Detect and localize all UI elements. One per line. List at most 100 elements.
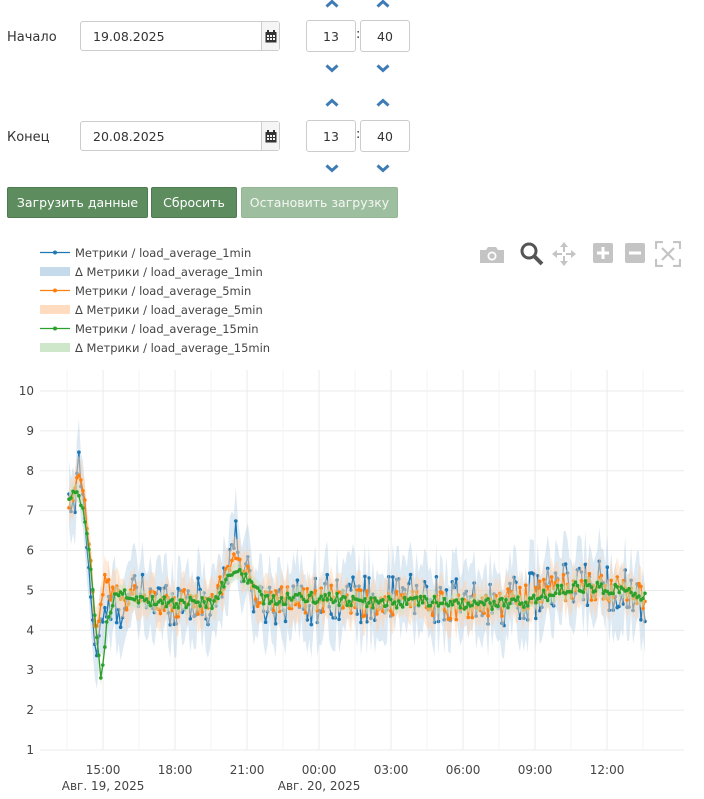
series-marker [140,595,145,599]
end-minute-down-button[interactable] [374,162,392,174]
zoom-out-icon[interactable] [625,243,645,263]
series-marker [343,595,347,599]
series-marker [611,591,615,596]
series-marker [144,597,149,601]
series-marker [240,572,244,576]
end-hour-input[interactable] [306,120,356,152]
start-hour-up-button[interactable] [323,0,341,9]
reset-button[interactable]: Сбросить [151,187,237,218]
legend-item[interactable]: Метрики / load_average_1min [40,243,270,262]
series-marker [289,606,294,611]
series-marker [387,595,391,599]
series-marker [103,605,107,610]
start-minute-down-button[interactable] [374,62,392,74]
series-marker [108,610,113,615]
series-marker [99,602,103,607]
series-marker [89,595,93,599]
start-hour-input[interactable] [306,20,356,52]
end-hour-up-button[interactable] [323,96,341,108]
legend-label: Метрики / load_average_15min [75,321,259,336]
series-marker [196,612,200,616]
series-marker [313,589,318,593]
series-marker [502,603,506,608]
series-marker [154,602,159,607]
stop-loading-button[interactable]: Остановить загрузку [241,187,398,218]
series-marker [629,590,633,595]
series-marker [279,596,284,600]
series-marker [196,576,200,580]
series-marker [101,593,105,597]
start-calendar-button[interactable] [261,22,279,50]
start-minute-up-button[interactable] [374,0,392,9]
series-marker [75,475,79,480]
legend-band-symbol [40,305,70,314]
series-marker [641,596,645,601]
series-marker [456,601,461,605]
y-tick-label: 6 [26,544,34,558]
legend-line-marker-symbol [40,250,70,255]
end-date-input[interactable] [81,122,261,150]
series-marker [79,478,83,482]
legend-line-marker-symbol [40,288,70,293]
series-marker [277,600,282,604]
y-tick-label: 1 [26,743,34,757]
y-tick-label: 8 [26,464,34,478]
series-marker [279,585,284,589]
series-marker [365,604,369,609]
series-marker [537,579,542,584]
legend-item[interactable]: Δ Метрики / load_average_1min [40,262,270,281]
zoom-in-icon[interactable] [593,243,613,263]
series-marker [104,620,109,624]
series-marker [557,591,562,596]
y-tick-label: 7 [26,504,34,518]
series-marker [363,597,367,601]
series-marker [134,595,139,599]
end-hour-down-button[interactable] [323,162,341,174]
series-marker [593,589,598,593]
series-marker [466,601,471,605]
end-calendar-button[interactable] [261,122,279,150]
legend-item[interactable]: Метрики / load_average_15min [40,319,270,338]
series-marker [93,613,97,618]
series-marker [255,586,260,590]
pan-icon[interactable] [551,242,577,266]
series-marker [186,602,190,607]
series-marker [398,602,403,607]
series-marker [246,581,250,585]
start-minute-input[interactable] [360,20,410,52]
autoscale-icon[interactable] [655,241,681,267]
series-marker [541,577,546,582]
series-marker [347,599,351,604]
legend-item[interactable]: Δ Метрики / load_average_15min [40,338,270,357]
load-data-button[interactable]: Загрузить данные [7,187,148,218]
load-average-chart[interactable]: 1 2 3 4 5 6 7 8 9 10 15:00 18:00 21:00 00:00 03:00 06:0… [0,360,704,799]
legend-item[interactable]: Δ Метрики / load_average_5min [40,300,270,319]
series-marker [81,506,85,510]
series-marker [234,519,238,523]
series-marker [83,498,87,502]
series-marker [216,596,220,601]
start-hour-down-button[interactable] [323,62,341,74]
x-tick-label: 09:00 [518,763,553,777]
series-marker [394,589,399,594]
series-marker [196,600,200,604]
camera-icon[interactable] [478,242,506,266]
series-marker [627,586,631,591]
series-marker [561,573,566,577]
series-marker [430,600,435,605]
end-minute-up-button[interactable] [374,96,392,108]
series-marker [110,585,115,590]
series-marker [555,583,560,588]
start-date-input[interactable] [81,22,261,50]
series-marker [325,597,330,602]
series-marker [545,598,550,603]
series-marker [589,585,594,589]
series-marker [345,603,349,608]
end-label: Конец [7,130,50,145]
zoom-icon[interactable] [518,240,546,266]
end-minute-input[interactable] [360,120,410,152]
series-marker [204,605,208,610]
series-marker [259,592,264,597]
legend-item[interactable]: Метрики / load_average_5min [40,281,270,300]
series-marker [581,590,586,595]
